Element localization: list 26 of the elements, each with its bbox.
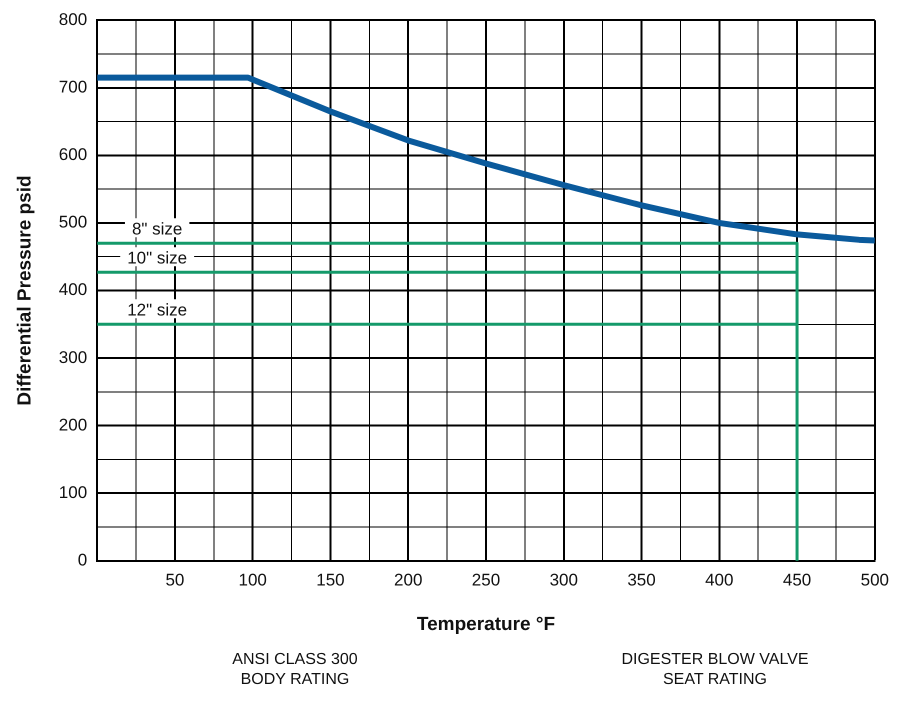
x-tick-label: 150 [316, 570, 345, 590]
x-axis-title: Temperature °F [416, 614, 556, 635]
text: ANSI CLASS 300 BODY RATING [231, 650, 359, 690]
y-tick-label: 700 [58, 77, 88, 96]
x-tick-label: 450 [782, 570, 812, 590]
x-tick-label: 250 [472, 570, 500, 590]
y-tick-label: 400 [58, 280, 88, 300]
x-tick-label: 400 [705, 570, 734, 590]
y-tick-label: 200 [58, 415, 88, 434]
series-label: 8" size [132, 219, 182, 238]
y-axis-title: Differential Pressure psid [14, 175, 36, 406]
y-tick-label: 0 [78, 550, 88, 570]
x-tick-label: 50 [165, 570, 184, 590]
x-tick-label: 200 [394, 570, 422, 590]
x-tick-label: 100 [238, 570, 267, 590]
y-tick-label: 800 [58, 10, 88, 29]
x-tick-label: 500 [860, 570, 890, 590]
y-tick-label: 300 [58, 348, 88, 367]
x-tick-label: 300 [550, 570, 578, 590]
x-tick-label: 350 [627, 570, 656, 590]
series-label: 10" size [127, 248, 188, 268]
text: DIGESTER BLOW VALVE SEAT RATING [620, 650, 810, 690]
y-tick-label: 500 [58, 212, 88, 232]
y-tick-label: 100 [58, 482, 88, 502]
y-tick-label: 600 [58, 145, 88, 164]
series-label: 12" size [127, 300, 188, 320]
